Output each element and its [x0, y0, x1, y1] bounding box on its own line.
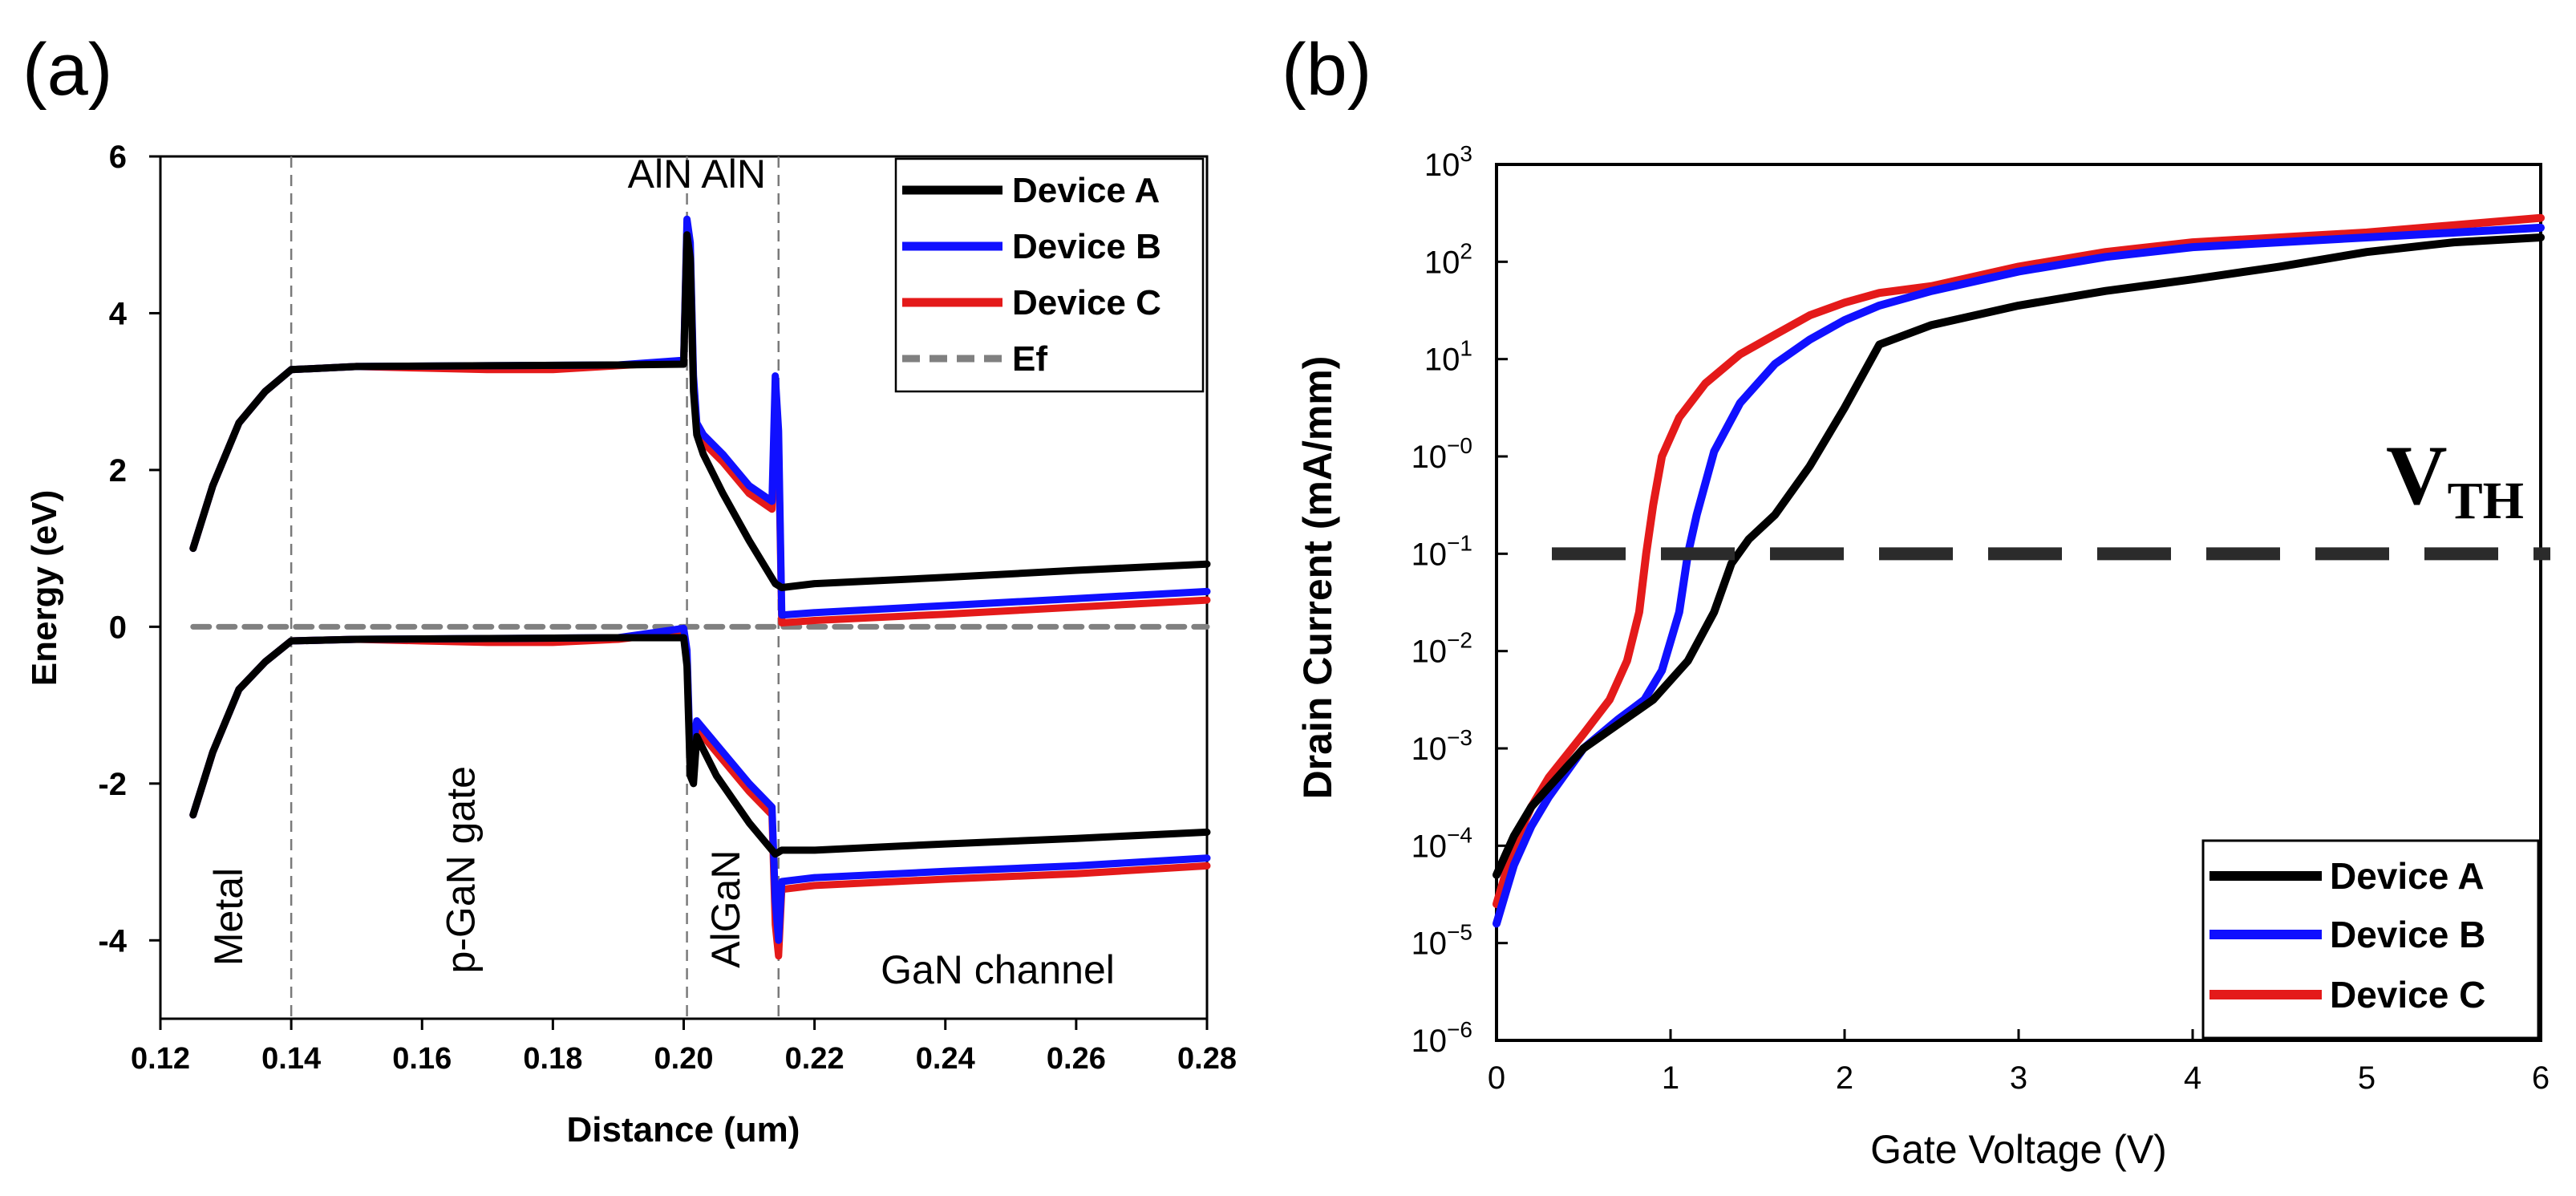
y-tick-label: 10−0 — [1412, 433, 1472, 475]
legend-label-device-b: Device B — [2330, 914, 2485, 955]
vth-label-subscript: TH — [2448, 472, 2524, 530]
annotation-algan: AlGaN — [703, 850, 748, 968]
transfer-curve-x-axis-label: Gate Voltage (V) — [1870, 1127, 2167, 1172]
series-device-a-valence — [189, 634, 1211, 858]
legend-label-device-c: Device C — [2330, 974, 2485, 1016]
transfer-curve-x-ticks: 0 1 2 3 4 5 6 — [1488, 1029, 2550, 1096]
x-tick-label: 6 — [2532, 1060, 2550, 1096]
x-tick-label: 0.26 — [1047, 1042, 1106, 1076]
annotation-aln-aln: AlN AlN — [628, 152, 766, 197]
transfer-curve-legend: Device A Device B Device C — [2201, 839, 2540, 1040]
band-diagram-legend: Device A Device B Device C Ef — [894, 157, 1205, 393]
band-diagram-x-ticks: 0.12 0.14 0.16 0.18 0.20 0.22 0.24 0.26 0.28 — [131, 1019, 1237, 1076]
series-device-a — [1493, 233, 2545, 879]
x-tick-label: 0.12 — [131, 1042, 190, 1076]
y-tick-label: -4 — [98, 923, 127, 959]
y-tick-label: 4 — [109, 296, 128, 331]
x-tick-label: 3 — [2010, 1060, 2027, 1096]
transfer-curve-series — [1493, 213, 2545, 928]
vth-label: VTH — [2386, 428, 2524, 530]
x-tick-label: 0.14 — [261, 1042, 321, 1076]
annotation-gan-channel: GaN channel — [881, 947, 1115, 992]
band-diagram-legend-box — [894, 157, 1205, 393]
panel-label-b: (b) — [1282, 29, 1371, 111]
annotation-metal: Metal — [206, 868, 251, 966]
y-tick-label: 10−2 — [1412, 628, 1472, 670]
x-tick-label: 0.18 — [523, 1042, 582, 1076]
x-tick-label: 0.28 — [1177, 1042, 1237, 1076]
legend-label-device-c: Device C — [1012, 283, 1161, 322]
x-tick-label: 2 — [1836, 1060, 1853, 1096]
panel-label-a: (a) — [22, 29, 112, 111]
series-device-b-valence — [189, 624, 1211, 944]
x-tick-label: 0.24 — [916, 1042, 975, 1076]
y-tick-label: 10−3 — [1412, 725, 1472, 767]
y-tick-label: 10−4 — [1412, 822, 1472, 864]
series-device-b — [1493, 223, 2545, 928]
x-tick-label: 1 — [1662, 1060, 1679, 1096]
vth-label-main: V — [2386, 428, 2448, 522]
band-diagram-y-ticks: -4 -2 0 2 4 6 — [98, 140, 160, 959]
legend-label-ef: Ef — [1012, 339, 1047, 379]
y-tick-label: 101 — [1424, 336, 1472, 378]
y-tick-label: 10−5 — [1412, 920, 1472, 962]
y-tick-label: -2 — [98, 767, 127, 802]
transfer-curve-y-ticks: 10−6 10−5 10−4 10−3 10−2 10−1 10−0 101 102 103 — [1412, 141, 1508, 1059]
x-tick-label: 0.20 — [654, 1042, 714, 1076]
series-device-c-valence — [189, 627, 1211, 960]
x-tick-label: 0.22 — [785, 1042, 844, 1076]
y-tick-label: 10−6 — [1412, 1017, 1472, 1059]
legend-label-device-a: Device A — [1012, 171, 1160, 210]
x-tick-label: 0 — [1488, 1060, 1505, 1096]
legend-label-device-a: Device A — [2330, 855, 2485, 897]
annotation-p-gan-gate: p-GaN gate — [439, 766, 484, 973]
series-device-a-conduction — [189, 231, 1211, 591]
y-tick-label: 10−1 — [1412, 530, 1472, 572]
band-diagram-annotations: AlN AlN Metal p-GaN gate AlGaN GaN channel — [206, 152, 1115, 992]
y-tick-label: 102 — [1424, 238, 1472, 280]
band-diagram-y-axis-label: Energy (eV) — [25, 490, 64, 687]
x-tick-label: 5 — [2358, 1060, 2376, 1096]
y-tick-label: 6 — [109, 140, 127, 175]
y-tick-label: 2 — [109, 453, 127, 489]
x-tick-label: 0.16 — [392, 1042, 452, 1076]
transfer-curve-y-axis-label: Drain Current (mA/mm) — [1295, 356, 1340, 800]
legend-label-device-b: Device B — [1012, 227, 1161, 266]
y-tick-label: 0 — [109, 610, 127, 645]
band-diagram-chart: 0.12 0.14 0.16 0.18 0.20 0.22 0.24 0.26 0.28 -4-… — [25, 140, 1237, 1149]
x-tick-label: 4 — [2184, 1060, 2201, 1096]
band-diagram-series — [189, 215, 1211, 960]
band-diagram-x-axis-label: Distance (um) — [567, 1110, 800, 1149]
series-device-c — [1493, 213, 2545, 909]
y-tick-label: 103 — [1424, 141, 1472, 183]
